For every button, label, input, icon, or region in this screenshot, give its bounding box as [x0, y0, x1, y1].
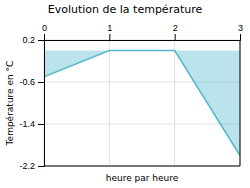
- tick: -1.4: [19, 119, 44, 129]
- tick: 1: [107, 23, 112, 40]
- frame: [240, 40, 241, 166]
- grid-line: [109, 40, 110, 166]
- tick-mark: [38, 40, 44, 41]
- grid-line: [240, 40, 241, 166]
- tick-mark: [38, 166, 44, 167]
- grid-line: [44, 124, 240, 125]
- grid-line: [44, 166, 240, 167]
- grid: [44, 40, 240, 166]
- x-label: heure par heure: [106, 173, 179, 183]
- tick-mark: [38, 124, 44, 125]
- axis-line: [38, 41, 45, 167]
- tick-label: -0.6: [19, 77, 35, 87]
- tick-label: 3: [238, 23, 243, 33]
- tick-mark: [38, 82, 44, 83]
- axis-line: [45, 34, 241, 41]
- tick-mark: [109, 34, 110, 40]
- y-label: Température en °C: [5, 61, 15, 147]
- area: [44, 51, 240, 156]
- tick: 0.2: [22, 35, 44, 45]
- y-axis: 0.2 -0.6 -1.4 -2.2: [19, 35, 44, 171]
- tick-label: -1.4: [19, 119, 35, 129]
- x-axis: 0 1 2 3: [42, 23, 243, 41]
- plot: 0 1 2 3 0.2 -0.6 -1.4 -2.2: [19, 23, 243, 171]
- marks: [44, 51, 240, 156]
- tick: -0.6: [19, 77, 44, 87]
- line: [44, 51, 240, 156]
- tick: -2.2: [19, 161, 44, 171]
- chart: 0 1 2 3 0.2 -0.6 -1.4 -2.2 Evolution de la tempé…: [0, 0, 250, 188]
- grid-line: [174, 40, 175, 166]
- tick-label: 0.2: [22, 35, 35, 45]
- tick-label: 2: [173, 23, 178, 33]
- tick-label: -2.2: [19, 161, 35, 171]
- tick-mark: [240, 34, 241, 40]
- tick: 2: [173, 23, 178, 40]
- tick-label: 0: [42, 23, 47, 33]
- tick: 3: [238, 23, 243, 40]
- tick-label: 1: [107, 23, 112, 33]
- tick-mark: [175, 34, 176, 40]
- title: Evolution de la température: [48, 3, 203, 16]
- tick-mark: [44, 34, 45, 40]
- tick: 0: [42, 23, 47, 40]
- frame: [44, 166, 240, 167]
